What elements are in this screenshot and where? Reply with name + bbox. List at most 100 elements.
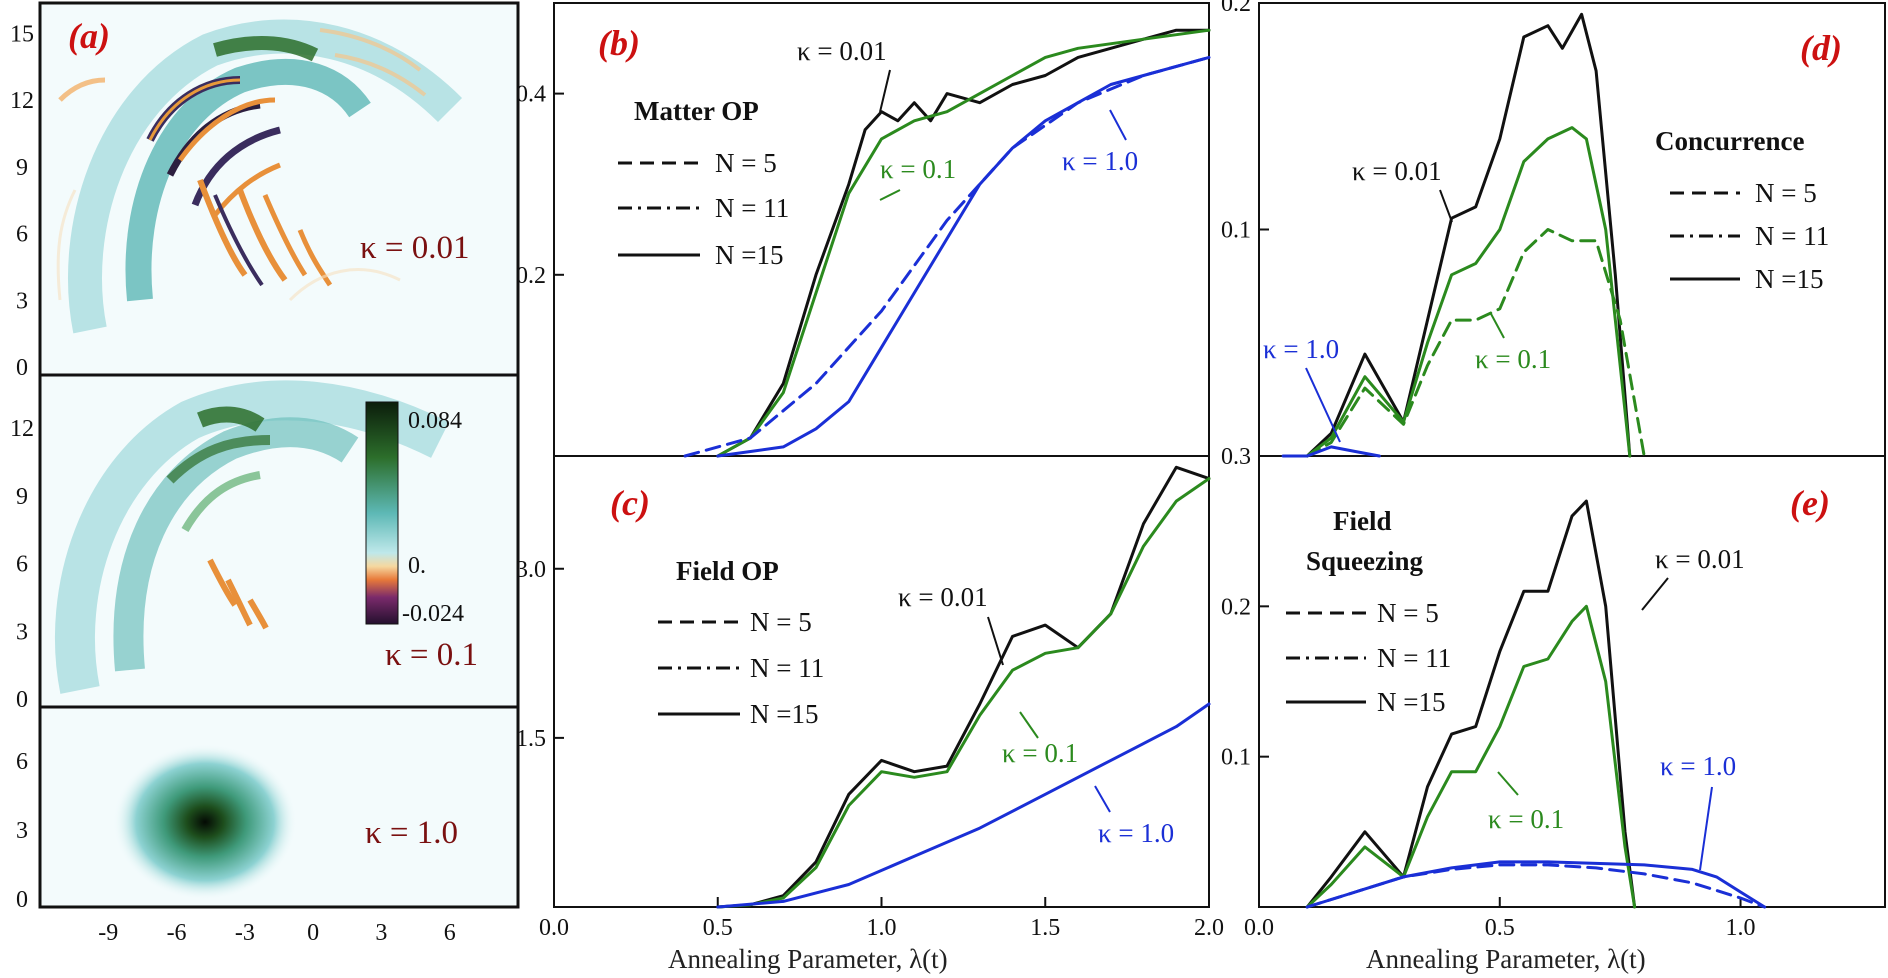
series-1-k1.0-N5-3 [683,55,1211,458]
a-ytick-1-3: 3 [16,619,28,645]
a-ytick-0-0: 0 [16,355,28,381]
anno-e-k01: κ = 0.1 [1488,804,1564,834]
a-xtick-0: 0 [307,920,319,946]
panel-a-tag: (a) [68,16,110,56]
panel-b-title: Matter OP [634,96,759,126]
panel-b-tag: (b) [598,23,640,63]
legend-e-n15: N =15 [1377,687,1445,717]
anno-d-k10: κ = 1.0 [1263,334,1339,364]
a-ytick-1-0: 0 [16,687,28,713]
panel-e-frame [1258,455,1886,908]
series-1-k0.1-N15-1 [716,28,1211,458]
series-3-k0.1-N15-1 [1305,126,1632,458]
colorbar-min: -0.024 [402,601,464,627]
xtick-label-4-0.0: 0.0 [1244,915,1274,941]
anno-b-k001: κ = 0.01 [797,36,887,66]
legend-b-n11: N = 11 [715,193,789,223]
series-4-k0.1-N15-1 [1305,604,1637,909]
a-ytick-0-12: 12 [10,88,34,114]
legend-c: N = 5 N = 11 N =15 [658,607,824,729]
series-2-k0.01-N15-0 [716,465,1211,909]
ytick-label-4-0.3: 0.3 [1221,444,1251,470]
panel-e-tag: (e) [1790,483,1830,523]
a-xtick--3: -3 [235,920,255,946]
series-1-k1.0-N15-2 [716,55,1211,458]
panel-a-x-ticks: -9 -6 -3 0 3 6 [98,920,455,946]
panel-d-title: Concurrence [1655,126,1804,156]
anno-c-k01: κ = 0.1 [1002,738,1078,768]
chart-lines [683,12,1767,909]
a-ytick-2-3: 3 [16,818,28,844]
legend-d: N = 5 N = 11 N =15 [1670,178,1829,294]
ytick-label-1-0.4: 0.4 [516,82,546,108]
panel-b-frame [553,2,1210,457]
anno-b-k01: κ = 0.1 [880,154,956,184]
anno-e-k001: κ = 0.01 [1655,544,1745,574]
a-ytick-0-3: 3 [16,288,28,314]
colorbar: 0.084 0. -0.024 [365,401,464,627]
series-3-k1.0-N15-3 [1281,445,1381,458]
legend-e-n11: N = 11 [1377,643,1451,673]
a-ytick-1-9: 9 [16,484,28,510]
series-3-k0.01-N15-0 [1305,12,1632,458]
a-ytick-2-6: 6 [16,749,28,775]
series-3-k0.1-N5-2 [1305,228,1646,458]
anno-c-k001: κ = 0.01 [898,582,988,612]
axis-ticks: 0.2 0.4 1.5 3.0 0.0 0.5 1.0 1.5 2.0 0.1 0.2 0.1 0.2 0… [516,0,1756,941]
series-4-k1.0-N5-3 [1305,863,1767,909]
series-4-k0.01-N15-0 [1305,499,1637,909]
colorbar-mid: 0. [408,553,426,579]
xtick-label-2-2.0: 2.0 [1194,915,1224,941]
series-2-k0.1-N15-1 [716,477,1211,909]
panel-e-title-line2: Squeezing [1306,546,1424,576]
a-ytick-1-12: 12 [10,416,34,442]
series-2-k1.0-N15-2 [716,702,1211,909]
ytick-label-4-0.1: 0.1 [1221,745,1251,771]
ytick-label-3-0.1: 0.1 [1221,218,1251,244]
panel-a: (a) κ = 0.01 [10,1,520,946]
ytick-label-1-0.2: 0.2 [516,263,546,289]
panel-a-y-ticks: 0 3 6 9 12 15 0 3 6 9 12 0 3 6 [10,21,34,913]
annotations: κ = 0.01 κ = 0.1 κ = 1.0 κ = 0.01 κ = 0.… [797,36,1745,871]
legend-d-n11: N = 11 [1755,221,1829,251]
panel-e-title-line1: Field [1333,506,1392,536]
a-ytick-1-6: 6 [16,552,28,578]
heatmap-1 [56,19,463,334]
a-xtick--9: -9 [98,920,118,946]
panel-d-tag: (d) [1800,28,1842,68]
panel-c-title: Field OP [676,556,779,586]
a-ytick-2-0: 0 [16,887,28,913]
panel-c-tag: (c) [610,483,650,523]
colorbar-max: 0.084 [408,408,462,434]
legend-e: N = 5 N = 11 N =15 [1286,598,1451,717]
a-xtick-3: 3 [375,920,387,946]
xtick-label-2-0.0: 0.0 [539,915,569,941]
xtick-label-4-0.5: 0.5 [1485,915,1515,941]
heatmap-3-blob [113,744,297,900]
xtick-label-2-1.5: 1.5 [1030,915,1060,941]
ytick-label-2-3.0: 3.0 [516,557,546,583]
a-xtick--6: -6 [167,920,187,946]
x-axis-title-e: Annealing Parameter, λ(t) [1366,944,1646,974]
ytick-label-2-1.5: 1.5 [516,726,546,752]
series-1-k0.01-N15-0 [716,28,1211,458]
xtick-label-2-1.0: 1.0 [867,915,897,941]
legend-d-n5: N = 5 [1755,178,1817,208]
panel-e-title: Field Squeezing [1306,506,1424,576]
ytick-label-4-0.2: 0.2 [1221,594,1251,620]
map-kappa-3: κ = 1.0 [365,815,458,851]
anno-c-k10: κ = 1.0 [1098,818,1174,848]
legend-b-n15: N =15 [715,240,783,270]
xtick-label-2-0.5: 0.5 [703,915,733,941]
heatmap-2 [54,380,449,694]
anno-d-k01: κ = 0.1 [1475,344,1551,374]
a-xtick-6: 6 [444,920,456,946]
a-ytick-0-9: 9 [16,155,28,181]
legend-b: N = 5 N = 11 N =15 [618,148,789,270]
anno-e-k10: κ = 1.0 [1660,751,1736,781]
map-kappa-2: κ = 0.1 [385,637,478,673]
legend-c-n15: N =15 [750,699,818,729]
map-kappa-1: κ = 0.01 [360,230,470,266]
legend-c-n5: N = 5 [750,607,812,637]
